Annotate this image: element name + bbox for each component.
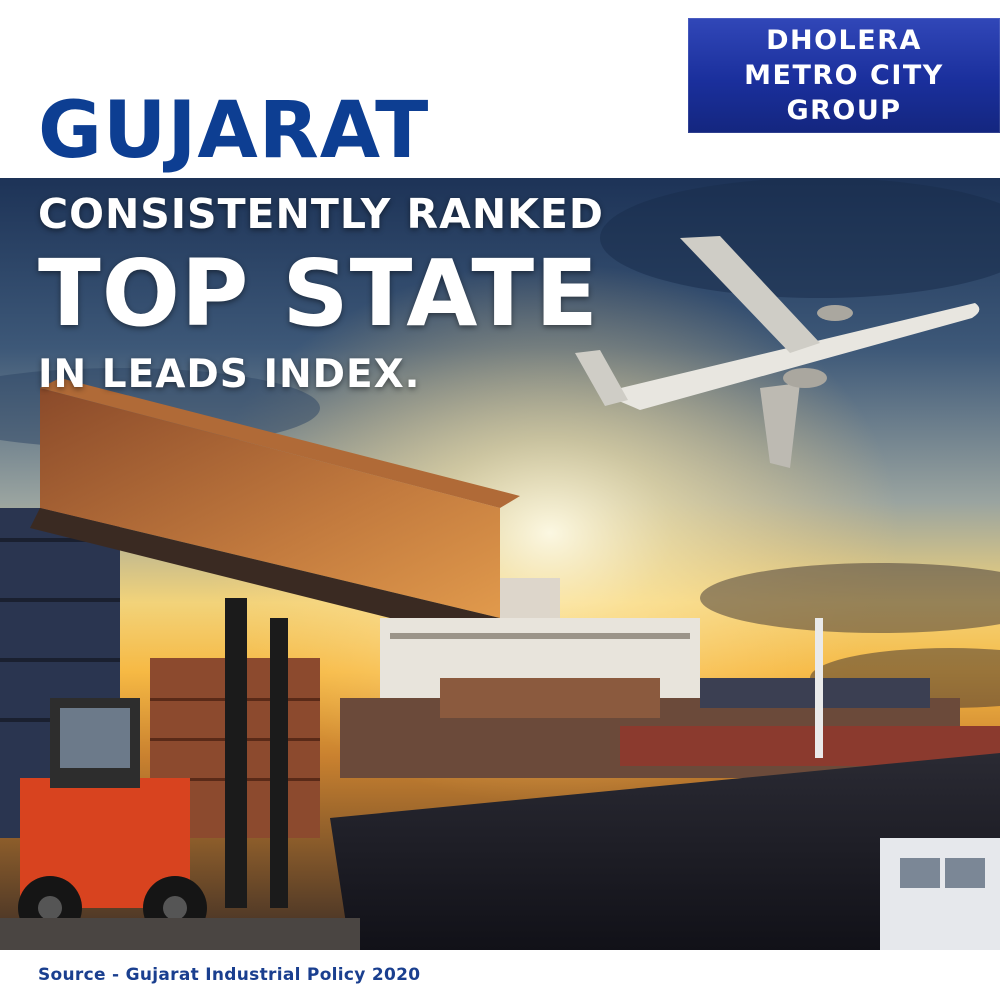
badge-line-1: DHOLERA [766, 25, 922, 56]
airplane-shape [575, 236, 980, 468]
ship [330, 578, 1000, 950]
trucks [880, 838, 1000, 950]
forklift [18, 698, 207, 940]
headline-line-1: CONSISTENTLY RANKED [38, 190, 604, 238]
headline-line-2: TOP STATE [38, 240, 599, 347]
brand-badge: DHOLERA METRO CITY GROUP [688, 18, 1000, 133]
state-title: GUJARAT [38, 86, 430, 176]
logistics-photo [0, 178, 1000, 950]
headline-block: CONSISTENTLY RANKED TOP STATE IN LEADS I… [38, 190, 604, 398]
footer [0, 950, 1000, 1000]
hanging-container [30, 378, 520, 638]
source-credit: Source - Gujarat Industrial Policy 2020 [38, 965, 421, 985]
headline-line-3: IN LEADS INDEX. [38, 352, 421, 397]
badge-line-2: METRO CITY [744, 60, 944, 91]
badge-line-3: GROUP [786, 95, 902, 126]
